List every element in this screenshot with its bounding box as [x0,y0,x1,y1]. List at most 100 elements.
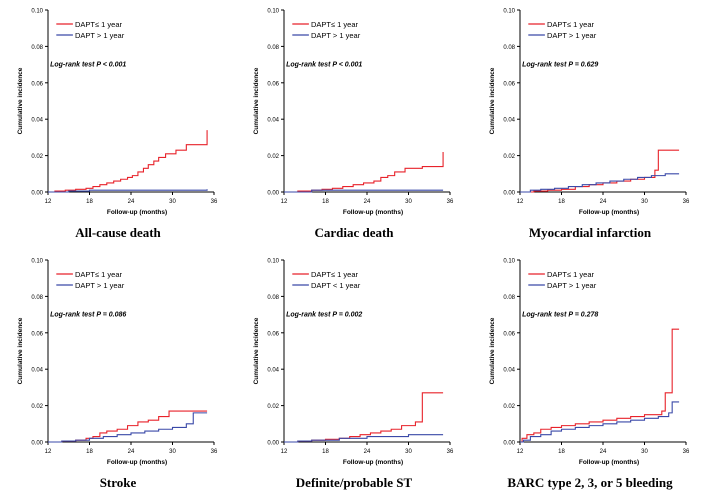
y-tick-label: 0.10 [31,9,43,15]
x-tick-label: 36 [211,449,218,455]
series-line-dapt-long [520,173,680,193]
x-tick-label: 24 [364,449,371,455]
y-tick-label: 0.08 [267,45,279,51]
x-tick-label: 18 [558,199,565,205]
x-tick-label: 24 [128,449,135,455]
series-line-dapt-long [520,401,680,443]
x-tick-label: 30 [641,199,648,205]
y-tick-label: 0.08 [31,295,43,301]
x-tick-label: 36 [211,199,218,205]
panel-title: Cardiac death [314,225,394,240]
logrank-annotation: Log-rank test P < 0.001 [286,61,362,68]
legend-label: DAPT > 1 year [75,31,125,40]
logrank-annotation: Log-rank test P = 0.002 [286,311,362,318]
x-tick-label: 18 [322,449,329,455]
y-tick-label: 0.02 [267,404,279,410]
series-line-dapt-short [520,149,680,193]
chart-myocardial-infarction: 0.00 0.02 0.04 0.06 0.08 0.10 12 18 24 30 36 Follow… [489,9,690,217]
legend-label: DAPT≤ 1 year [311,270,359,279]
y-tick-label: 0.06 [503,331,515,337]
legend-label: DAPT > 1 year [75,281,125,290]
x-tick-label: 24 [364,199,371,205]
x-axis-label: Follow-up (months) [107,209,167,216]
panel-title: BARC type 2, 3, or 5 bleeding [507,475,673,490]
y-tick-label: 0.08 [31,45,43,51]
panel-all-cause-death: 0.00 0.02 0.04 0.06 0.08 0.10 12 18 24 30 36 Follow… [0,0,236,247]
y-tick-label: 0.08 [503,45,515,51]
legend-label: DAPT > 1 year [547,281,597,290]
y-tick-label: 0.06 [267,81,279,87]
y-axis-label: Cumulative incidence [17,317,24,384]
y-tick-label: 0.02 [31,404,43,410]
y-tick-label: 0.00 [31,441,43,447]
legend-label: DAPT≤ 1 year [311,20,359,29]
y-tick-label: 0.00 [267,191,279,197]
y-tick-label: 0.06 [503,81,515,87]
legend-label: DAPT≤ 1 year [75,20,123,29]
y-tick-label: 0.10 [503,9,515,15]
x-tick-label: 18 [558,449,565,455]
y-tick-label: 0.02 [31,154,43,160]
x-tick-label: 24 [600,449,607,455]
x-axis-label: Follow-up (months) [579,209,639,216]
panel-title: Stroke [99,475,137,490]
legend-label: DAPT≤ 1 year [547,270,595,279]
chart-cardiac-death: 0.00 0.02 0.04 0.06 0.08 0.10 12 18 24 30 36 Follow… [253,9,454,217]
series-line-dapt-short [48,410,208,443]
y-tick-label: 0.06 [31,81,43,87]
x-tick-label: 24 [128,199,135,205]
x-tick-label: 24 [600,199,607,205]
y-tick-label: 0.02 [503,404,515,410]
legend-label: DAPT > 1 year [311,31,361,40]
y-tick-label: 0.04 [31,368,43,374]
y-tick-label: 0.10 [267,259,279,265]
panel-definite-probable-st: 0.00 0.02 0.04 0.06 0.08 0.10 12 18 24 30 36 Follow… [236,250,472,497]
y-tick-label: 0.04 [267,118,279,124]
x-tick-label: 18 [322,199,329,205]
x-tick-label: 12 [45,199,52,205]
y-axis-label: Cumulative incidence [489,317,496,384]
y-tick-label: 0.04 [267,368,279,374]
y-tick-label: 0.02 [267,154,279,160]
y-axis-label: Cumulative incidence [253,67,260,134]
x-tick-label: 30 [405,199,412,205]
y-tick-label: 0.10 [503,259,515,265]
y-tick-label: 0.04 [503,118,515,124]
logrank-annotation: Log-rank test P < 0.001 [50,61,126,68]
chart-barc-bleeding: 0.00 0.02 0.04 0.06 0.08 0.10 12 18 24 30 36 Follow… [489,259,690,467]
panel-title: Myocardial infarction [528,225,652,240]
y-tick-label: 0.10 [31,259,43,265]
x-tick-label: 30 [169,199,176,205]
series-line-dapt-short [284,151,444,193]
series-line-dapt-long [48,412,208,443]
series-line-dapt-long [284,434,444,443]
panel-cardiac-death: 0.00 0.02 0.04 0.06 0.08 0.10 12 18 24 30 36 Follow… [236,0,472,247]
x-tick-label: 18 [86,199,93,205]
series-line-dapt-short [48,130,208,193]
logrank-annotation: Log-rank test P = 0.629 [522,61,598,68]
x-tick-label: 36 [447,449,454,455]
x-axis-label: Follow-up (months) [579,459,639,466]
y-tick-label: 0.00 [267,441,279,447]
legend-label: DAPT≤ 1 year [75,270,123,279]
legend-label: DAPT≤ 1 year [547,20,595,29]
y-tick-label: 0.00 [503,191,515,197]
series-line-dapt-short [520,328,680,443]
y-tick-label: 0.08 [267,295,279,301]
y-tick-label: 0.00 [503,441,515,447]
x-tick-label: 12 [517,199,524,205]
x-tick-label: 36 [683,449,690,455]
y-axis-label: Cumulative incidence [17,67,24,134]
x-tick-label: 12 [281,449,288,455]
x-tick-label: 12 [45,449,52,455]
panel-stroke: 0.00 0.02 0.04 0.06 0.08 0.10 12 18 24 30 36 Follow… [0,250,236,497]
panel-title: All-cause death [75,225,161,240]
y-axis-label: Cumulative incidence [489,67,496,134]
y-tick-label: 0.04 [31,118,43,124]
y-axis-label: Cumulative incidence [253,317,260,384]
panel-myocardial-infarction: 0.00 0.02 0.04 0.06 0.08 0.10 12 18 24 30 36 Follow… [472,0,708,247]
logrank-annotation: Log-rank test P = 0.278 [522,311,598,318]
legend-label: DAPT > 1 year [547,31,597,40]
panel-title: Definite/probable ST [295,475,413,490]
